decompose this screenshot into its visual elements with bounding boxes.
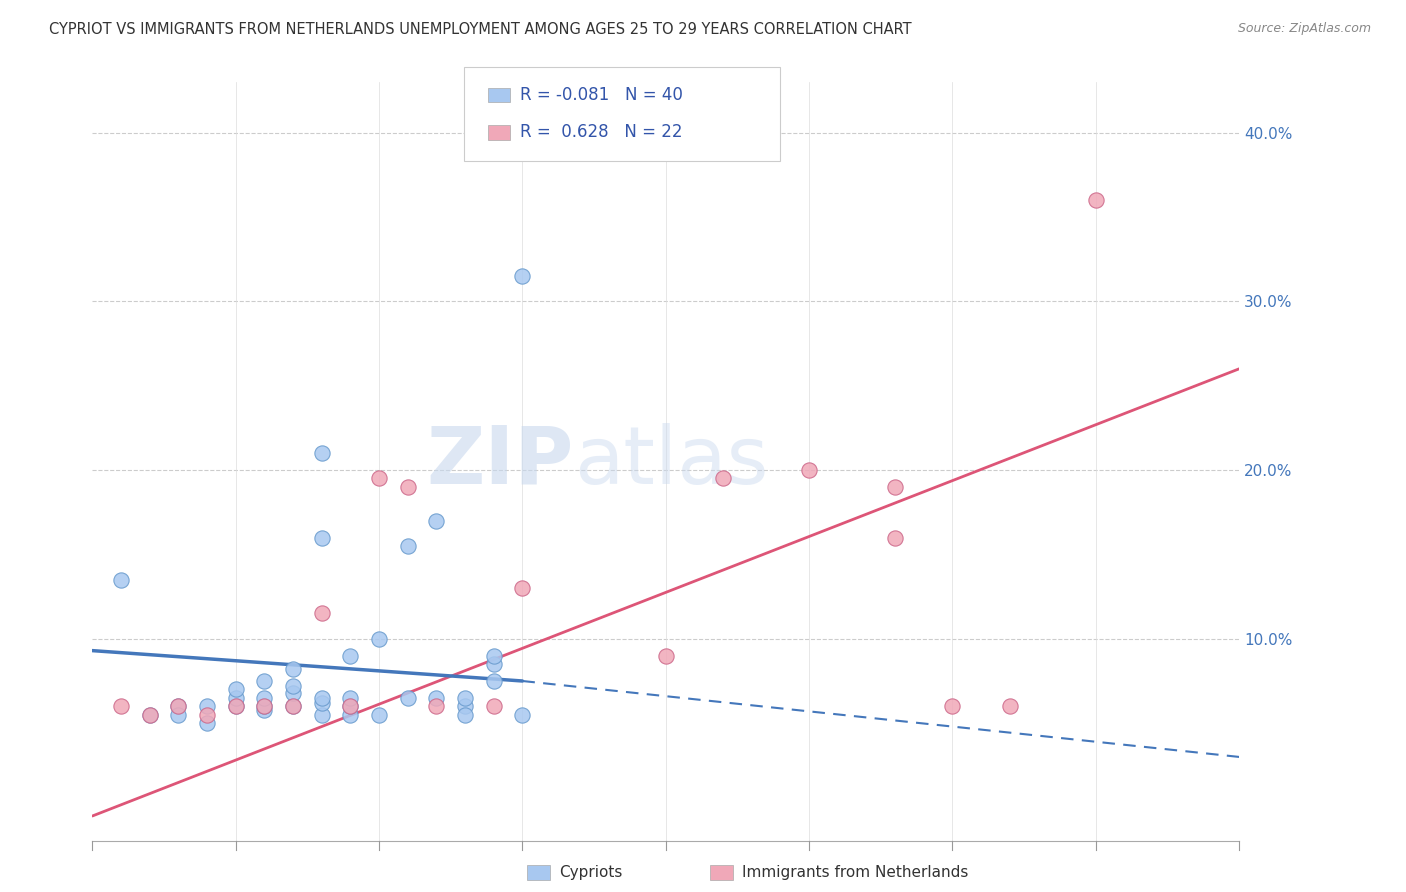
Text: Cypriots: Cypriots [560,865,623,880]
Text: Immigrants from Netherlands: Immigrants from Netherlands [742,865,969,880]
Text: Source: ZipAtlas.com: Source: ZipAtlas.com [1237,22,1371,36]
Text: CYPRIOT VS IMMIGRANTS FROM NETHERLANDS UNEMPLOYMENT AMONG AGES 25 TO 29 YEARS CO: CYPRIOT VS IMMIGRANTS FROM NETHERLANDS U… [49,22,912,37]
Text: R = -0.081   N = 40: R = -0.081 N = 40 [520,87,683,104]
Text: atlas: atlas [574,423,769,500]
Text: ZIP: ZIP [427,423,574,500]
Text: R =  0.628   N = 22: R = 0.628 N = 22 [520,123,683,141]
